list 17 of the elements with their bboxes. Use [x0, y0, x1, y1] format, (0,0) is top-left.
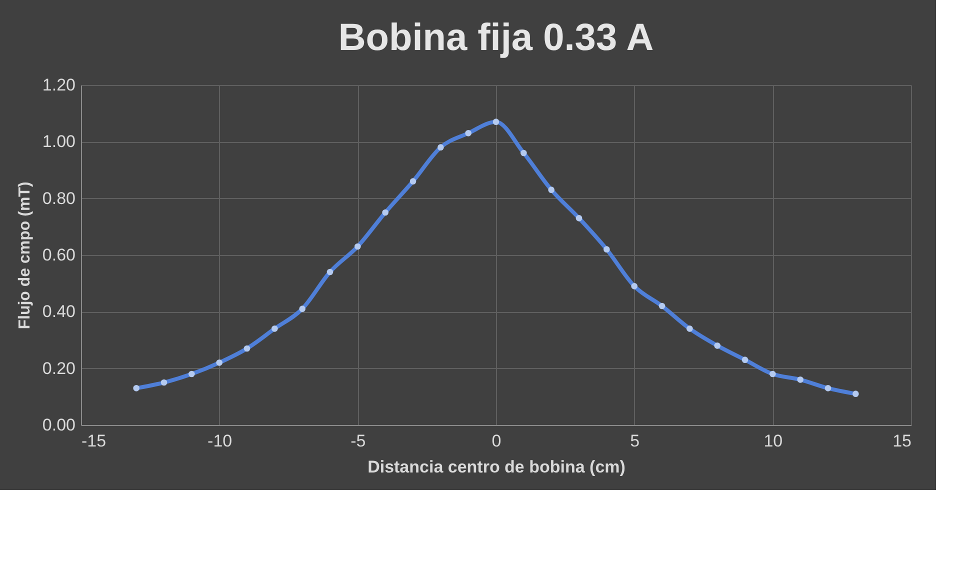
x-tick-label: 10 — [764, 432, 783, 450]
x-tick-label: 0 — [492, 432, 502, 450]
y-tick-label: 1.00 — [42, 132, 76, 152]
y-tick-label: 0.60 — [42, 246, 76, 264]
x-tick-label: -5 — [350, 432, 366, 450]
x-tick-label: -15 — [82, 432, 106, 450]
x-axis-title: Distancia centro de bobina (cm) — [368, 458, 626, 476]
chart-title: Bobina fija 0.33 A — [338, 17, 654, 59]
y-axis-title: Flujo de cmpo (mT) — [16, 182, 34, 330]
y-tick-label: 0.80 — [42, 188, 76, 208]
y-tick-label: 0.20 — [42, 358, 76, 378]
y-tick-label: 0.40 — [42, 302, 76, 322]
y-tick-label: 1.20 — [42, 76, 76, 94]
x-tick-label: 15 — [892, 432, 912, 450]
x-tick-label: 5 — [630, 432, 640, 450]
y-tick-label: 0.00 — [42, 416, 76, 434]
x-tick-label: -10 — [208, 432, 232, 450]
